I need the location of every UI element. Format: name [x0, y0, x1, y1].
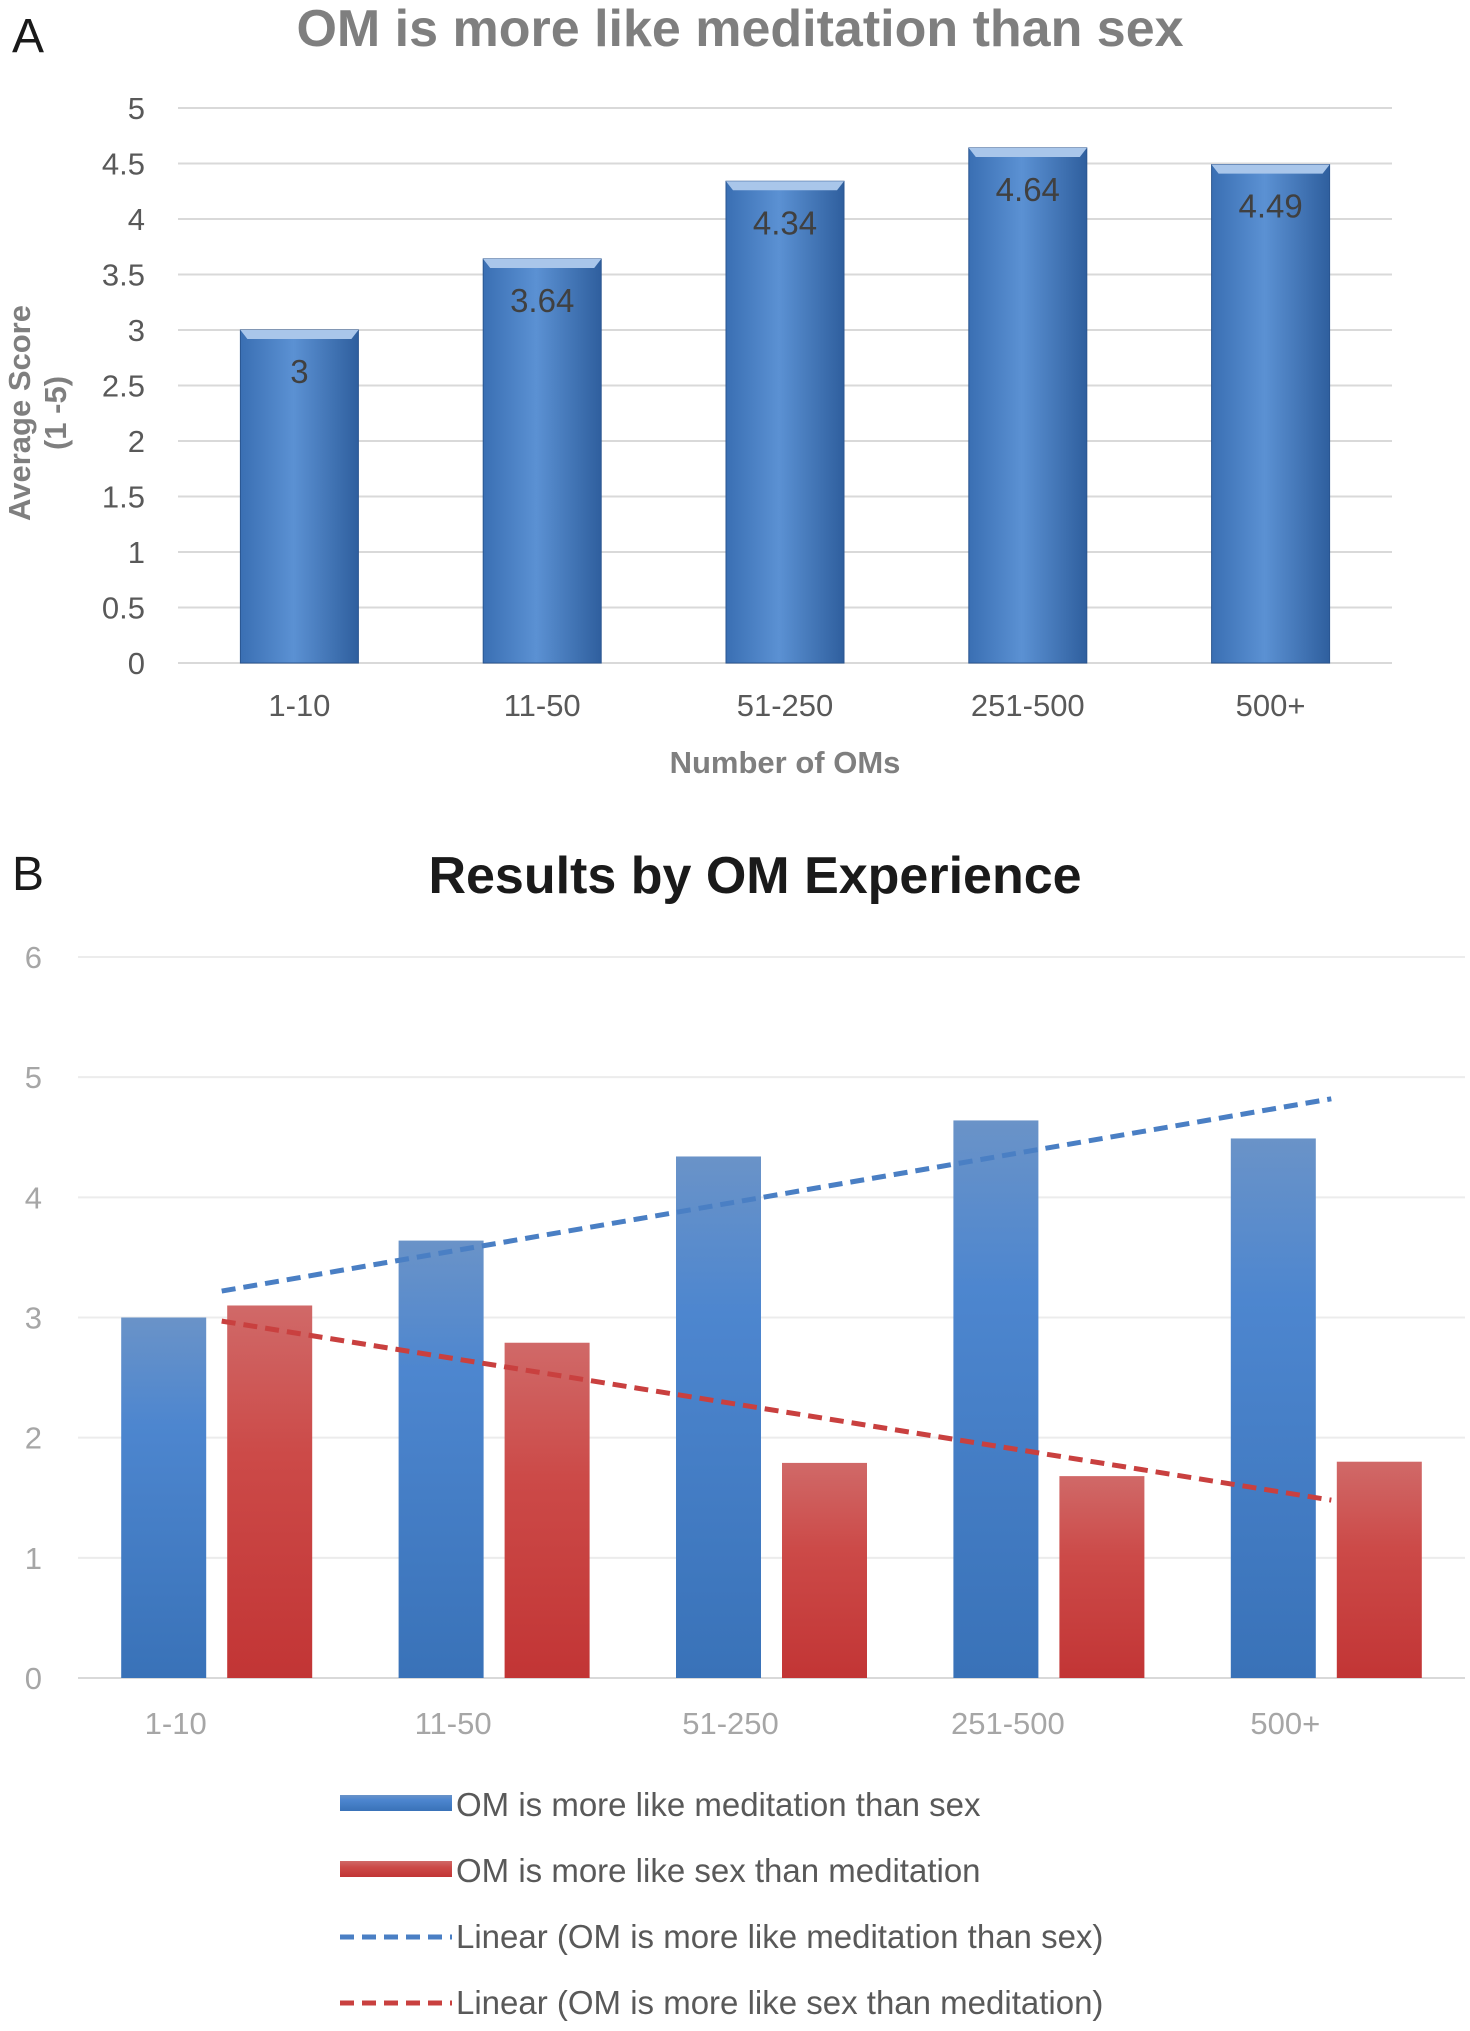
data-label: 4.34	[753, 204, 817, 241]
x-tick-label: 1-10	[268, 688, 330, 723]
x-tick-label: 500+	[1250, 1706, 1320, 1741]
y-tick-label: 6	[25, 940, 42, 975]
legend-label-trend-meditation: Linear (OM is more like meditation than …	[456, 1918, 1103, 1955]
y-tick-label: 1	[128, 535, 145, 570]
y-tick-label: 5	[128, 91, 145, 126]
bar-top-bevel	[483, 258, 602, 268]
x-tick-label: 1-10	[145, 1706, 207, 1741]
x-tick-label: 251-500	[971, 688, 1085, 723]
chart-b-trendlines	[221, 1096, 1332, 1503]
chart-a-title: OM is more like meditation than sex	[296, 0, 1183, 58]
y-tick-label: 3	[128, 313, 145, 348]
bar-meditation	[398, 1240, 484, 1678]
chart-b-bars	[121, 1120, 1422, 1678]
legend-label-trend-sex: Linear (OM is more like sex than meditat…	[456, 1984, 1103, 2021]
bar-top-bevel	[240, 330, 359, 339]
chart-a-y-axis-label: Average Score	[2, 305, 37, 521]
y-tick-label: 3	[25, 1301, 42, 1336]
bar-meditation	[1230, 1138, 1316, 1678]
y-tick-label: 1	[25, 1541, 42, 1576]
chart-a-x-ticks: 1-10 11-50 51-250 251-500 500+	[268, 688, 1305, 723]
bar-sex	[1059, 1476, 1145, 1678]
y-tick-label: 4	[25, 1180, 42, 1215]
x-tick-label: 51-250	[682, 1706, 779, 1741]
x-tick-label: 11-50	[504, 688, 581, 723]
bar	[239, 329, 359, 664]
bar-meditation	[953, 1120, 1039, 1678]
x-tick-label: 11-50	[415, 1706, 492, 1741]
x-tick-label: 251-500	[951, 1706, 1065, 1741]
y-tick-label: 2.5	[102, 369, 145, 404]
data-label: 4.49	[1238, 188, 1302, 225]
bar	[968, 147, 1088, 664]
chart-a-x-axis-label: Number of OMs	[670, 745, 901, 780]
bar-sex	[1336, 1461, 1422, 1678]
y-tick-label: 4	[128, 202, 145, 237]
y-tick-label: 2	[128, 424, 145, 459]
data-label: 3.64	[510, 282, 574, 319]
trendline-meditation	[221, 1096, 1332, 1294]
panel-a-letter: A	[12, 10, 44, 63]
chart-a-bars	[239, 147, 1331, 664]
x-tick-label: 51-250	[737, 688, 834, 723]
panel-a: A OM is more like meditation than sex 00…	[2, 0, 1392, 780]
legend-swatch-sex	[340, 1861, 452, 1877]
bar	[1211, 164, 1331, 664]
panel-b-letter: B	[12, 848, 44, 901]
y-tick-label: 0	[25, 1661, 42, 1696]
bar-meditation	[121, 1317, 207, 1678]
chart-b-legend: OM is more like meditation than sex OM i…	[340, 1786, 1103, 2021]
bar	[725, 180, 845, 664]
bar-top-bevel	[968, 147, 1087, 157]
trendline-sex	[221, 1318, 1332, 1503]
y-tick-label: 0	[128, 646, 145, 681]
bar-meditation	[676, 1156, 761, 1678]
y-tick-label: 3.5	[102, 258, 145, 293]
chart-a-y-axis-label-sub: (1 -5)	[38, 376, 73, 450]
y-tick-label: 4.5	[102, 147, 145, 182]
y-tick-label: 1.5	[102, 480, 145, 515]
bar-sex	[782, 1462, 867, 1678]
bar-sex	[504, 1342, 590, 1678]
chart-b-title: Results by OM Experience	[428, 847, 1081, 905]
data-label: 3	[290, 353, 308, 390]
chart-b-y-ticks: 0 1 2 3 4 5 6	[25, 940, 42, 1696]
bar	[482, 258, 602, 664]
bar-sex	[227, 1305, 313, 1678]
bar-top-bevel	[1211, 164, 1330, 174]
bar-top-bevel	[726, 181, 844, 191]
chart-a-y-ticks: 0 0.5 1 1.5 2 2.5 3 3.5 4 4.5 5	[102, 91, 145, 681]
chart-a-data-labels: 3 3.64 4.34 4.64 4.49	[290, 171, 1302, 390]
data-label: 4.64	[996, 171, 1060, 208]
y-tick-label: 2	[25, 1421, 42, 1456]
chart-a-y-axis-label-group: Average Score (1 -5)	[2, 305, 73, 521]
legend-label-sex: OM is more like sex than meditation	[456, 1852, 981, 1889]
chart-b-x-ticks: 1-10 11-50 51-250 251-500 500+	[145, 1706, 1321, 1741]
legend-swatch-meditation	[340, 1795, 452, 1811]
legend-label-meditation: OM is more like meditation than sex	[456, 1786, 981, 1823]
y-tick-label: 0.5	[102, 591, 145, 626]
x-tick-label: 500+	[1236, 688, 1306, 723]
y-tick-label: 5	[25, 1060, 42, 1095]
